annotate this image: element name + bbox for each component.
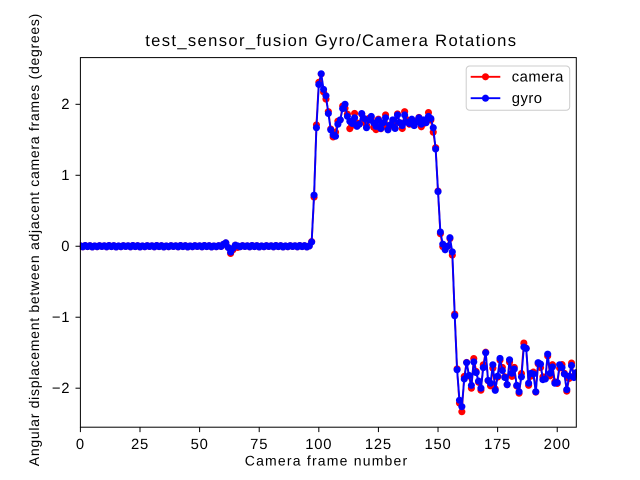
svg-text:25: 25 <box>131 437 149 453</box>
svg-text:75: 75 <box>250 437 268 453</box>
svg-text:camera: camera <box>512 70 564 86</box>
svg-text:100: 100 <box>305 437 332 453</box>
svg-text:−1: −1 <box>52 310 70 326</box>
svg-text:1: 1 <box>61 168 70 184</box>
svg-text:175: 175 <box>484 437 511 453</box>
svg-text:gyro: gyro <box>512 91 543 107</box>
svg-text:50: 50 <box>191 437 209 453</box>
svg-text:Camera frame number: Camera frame number <box>245 453 409 469</box>
svg-text:200: 200 <box>544 437 571 453</box>
svg-text:2: 2 <box>61 97 70 113</box>
svg-text:test_sensor_fusion Gyro/Camera: test_sensor_fusion Gyro/Camera Rotations <box>145 31 517 50</box>
svg-text:−2: −2 <box>52 381 70 397</box>
svg-text:0: 0 <box>61 239 70 255</box>
svg-text:125: 125 <box>365 437 392 453</box>
svg-text:150: 150 <box>424 437 451 453</box>
svg-text:0: 0 <box>76 437 85 453</box>
svg-text:Angular displacement between a: Angular displacement between adjacent ca… <box>26 13 42 466</box>
